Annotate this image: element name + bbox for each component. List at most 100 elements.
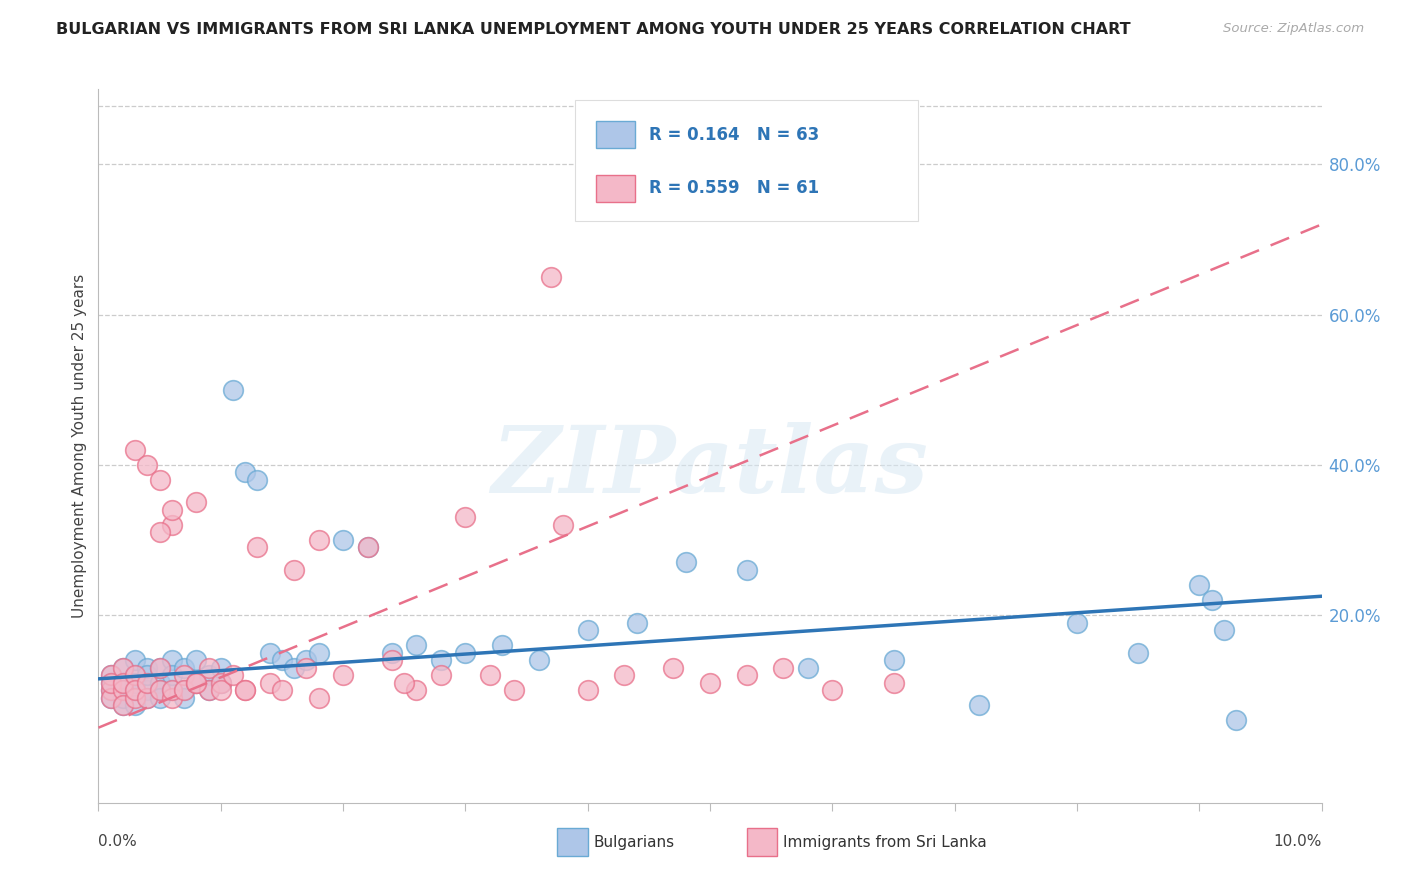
Point [160, 503, 183, 517]
Point [478, 668, 501, 682]
Point [124, 698, 146, 713]
Point [149, 683, 172, 698]
Point [173, 690, 195, 705]
Point [124, 675, 146, 690]
Point [233, 683, 256, 698]
Point [295, 660, 318, 674]
Point [209, 660, 232, 674]
Point [173, 683, 195, 698]
Point [111, 683, 134, 698]
Point [259, 646, 281, 660]
Point [883, 653, 905, 667]
Point [111, 690, 134, 705]
Point [111, 660, 134, 674]
Point [111, 660, 134, 674]
Point [430, 653, 453, 667]
Point [136, 683, 159, 698]
Point [308, 533, 330, 547]
Point [136, 675, 159, 690]
Point [772, 660, 794, 674]
FancyBboxPatch shape [575, 100, 918, 221]
Point [283, 660, 305, 674]
Point [222, 383, 245, 397]
Point [100, 690, 122, 705]
Point [270, 683, 292, 698]
Point [356, 541, 378, 555]
Point [173, 668, 195, 682]
Text: 10.0%: 10.0% [1274, 834, 1322, 849]
Text: ZIPatlas: ZIPatlas [492, 423, 928, 512]
Point [735, 563, 758, 577]
Point [197, 660, 219, 674]
Point [186, 675, 208, 690]
Point [100, 675, 122, 690]
Point [1225, 713, 1247, 727]
Point [186, 675, 208, 690]
Text: R = 0.164   N = 63: R = 0.164 N = 63 [650, 126, 820, 144]
Point [405, 683, 427, 698]
Point [111, 698, 134, 713]
Point [967, 698, 990, 713]
Point [173, 683, 195, 698]
Point [149, 690, 172, 705]
Point [233, 683, 256, 698]
Point [209, 675, 232, 690]
Point [797, 660, 820, 674]
Point [124, 690, 146, 705]
Point [576, 683, 599, 698]
Point [1066, 615, 1088, 630]
Point [100, 668, 122, 682]
Point [124, 683, 146, 698]
Point [160, 683, 183, 698]
Point [454, 646, 477, 660]
Bar [557, 828, 588, 856]
Point [186, 675, 208, 690]
Point [100, 683, 122, 698]
Point [136, 690, 159, 705]
Point [405, 638, 427, 652]
Point [136, 458, 159, 472]
Point [295, 653, 318, 667]
Point [197, 683, 219, 698]
Point [1212, 623, 1234, 637]
Point [308, 646, 330, 660]
Point [160, 690, 183, 705]
Point [160, 683, 183, 698]
Point [662, 660, 685, 674]
Point [1128, 646, 1150, 660]
Point [111, 683, 134, 698]
Point [332, 668, 354, 682]
Point [149, 660, 172, 674]
Point [160, 668, 183, 682]
Point [124, 442, 146, 457]
Point [540, 270, 562, 285]
Text: Bulgarians: Bulgarians [593, 835, 675, 849]
Point [430, 668, 453, 682]
Point [111, 675, 134, 690]
Point [491, 638, 513, 652]
Bar [747, 828, 778, 856]
Point [149, 660, 172, 674]
Point [149, 473, 172, 487]
Point [613, 668, 636, 682]
Point [308, 690, 330, 705]
Point [124, 683, 146, 698]
Point [527, 653, 550, 667]
Point [735, 668, 758, 682]
Point [136, 668, 159, 682]
Point [160, 517, 183, 532]
Point [136, 660, 159, 674]
Point [100, 683, 122, 698]
Point [1188, 578, 1211, 592]
Point [356, 541, 378, 555]
Point [100, 690, 122, 705]
Point [111, 675, 134, 690]
Point [197, 683, 219, 698]
Text: Source: ZipAtlas.com: Source: ZipAtlas.com [1223, 22, 1364, 36]
Point [197, 668, 219, 682]
Text: R = 0.559   N = 61: R = 0.559 N = 61 [650, 179, 818, 197]
Y-axis label: Unemployment Among Youth under 25 years: Unemployment Among Youth under 25 years [72, 274, 87, 618]
Point [246, 473, 269, 487]
Point [576, 623, 599, 637]
Point [222, 668, 245, 682]
